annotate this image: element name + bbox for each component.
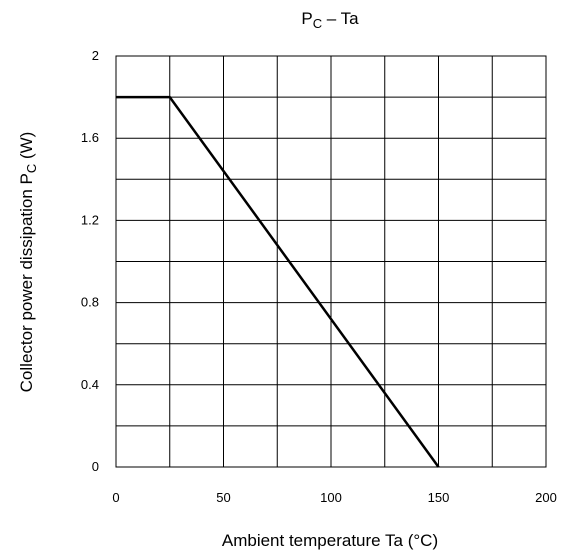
chart-title: PC – Ta xyxy=(301,9,359,31)
title-main: P xyxy=(301,9,312,28)
y-tick-label: 2 xyxy=(92,48,99,63)
title-rest: – Ta xyxy=(322,9,359,28)
y-axis-label: Collector power dissipation PC (W) xyxy=(17,132,39,393)
y-tick-label: 1.2 xyxy=(81,212,99,227)
y-tick-label: 1.6 xyxy=(81,130,99,145)
x-tick-label: 50 xyxy=(216,490,230,505)
x-tick-label: 100 xyxy=(320,490,342,505)
line xyxy=(116,95,440,468)
y-tick-label: 0.8 xyxy=(81,295,99,310)
y-tick-label: 0 xyxy=(92,459,99,474)
x-axis-label: Ambient temperature Ta (°C) xyxy=(222,531,438,550)
title-sub: C xyxy=(313,16,322,31)
x-tick-label: 150 xyxy=(428,490,450,505)
x-tick-label: 0 xyxy=(112,490,119,505)
y-tick-label: 0.4 xyxy=(81,377,99,392)
x-tick-label: 200 xyxy=(535,490,557,505)
y-label-main: Collector power dissipation P xyxy=(17,173,36,392)
y-label-sub: C xyxy=(24,164,39,173)
plot-frame xyxy=(115,55,547,468)
y-label-rest: (W) xyxy=(17,132,36,164)
